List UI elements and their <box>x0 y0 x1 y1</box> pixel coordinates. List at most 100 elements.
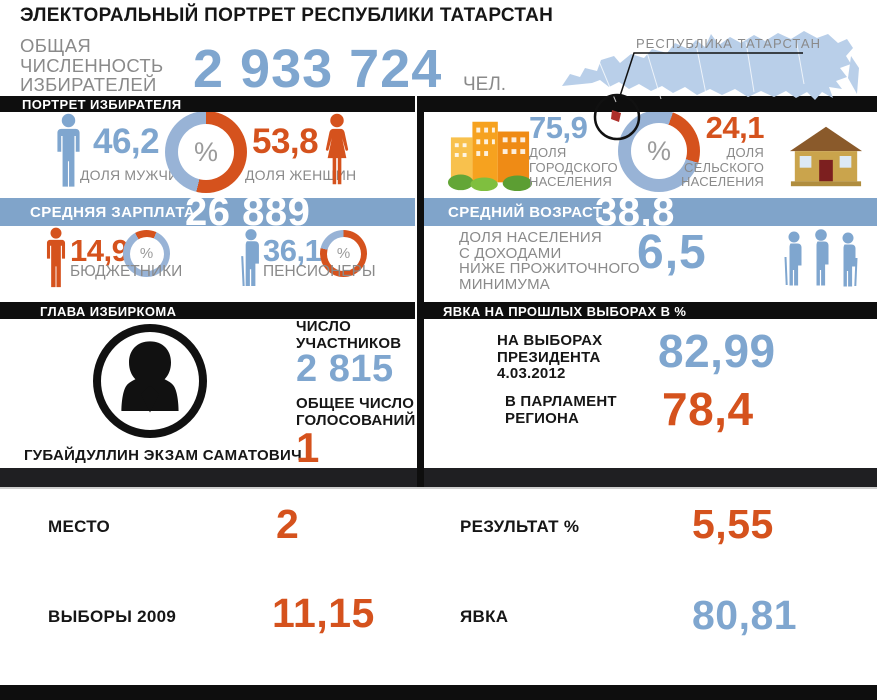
city-buildings-icon <box>447 117 533 191</box>
men-share-label: ДОЛЯ МУЖЧИН <box>80 167 189 183</box>
urban-label-line2: ГОРОДСКОГО <box>529 159 618 175</box>
portrait-header-bar-right <box>424 96 877 112</box>
women-share-label: ДОЛЯ ЖЕНЩИН <box>245 167 357 183</box>
parliament-label-line2: РЕГИОНА <box>505 409 580 427</box>
elections2009-value: 11,15 <box>272 590 375 636</box>
total-voters-value: 2 933 724 <box>193 39 443 99</box>
poverty-label-line4: МИНИМУМА <box>459 275 551 293</box>
map-label: РЕСПУБЛИКА ТАТАРСТАН <box>636 36 821 51</box>
gender-donut-chart: % <box>165 111 247 193</box>
place-label: МЕСТО <box>48 517 111 536</box>
pensioner-icon <box>237 227 265 289</box>
rural-label-line3: НАСЕЛЕНИЯ <box>681 174 764 189</box>
map-callout-line <box>619 52 803 97</box>
elderly-group-icon <box>782 228 862 288</box>
poverty-label-line1: ДОЛЯ НАСЕЛЕНИЯ <box>459 229 602 246</box>
result-label: РЕЗУЛЬТАТ % <box>460 517 580 536</box>
budget-share-label: БЮДЖЕТНИКИ <box>70 263 183 280</box>
gender-percent-sign: % <box>193 136 218 167</box>
age-label: СРЕДНИЙ ВОЗРАСТ <box>448 204 603 221</box>
chief-name: ГУБАЙДУЛЛИН ЭКЗАМ САМАТОВИЧ <box>24 447 302 464</box>
russia-landmass-shape <box>562 31 853 100</box>
salary-value: 26 889 <box>185 190 311 234</box>
parliament-turnout-value: 78,4 <box>662 383 754 435</box>
elections2009-label: ВЫБОРЫ 2009 <box>48 607 177 626</box>
turnout-header-label: ЯВКА НА ПРОШЛЫХ ВЫБОРАХ В % <box>443 304 687 319</box>
votes-value: 1 <box>296 424 320 471</box>
participants-label-line2: УЧАСТНИКОВ <box>296 334 402 352</box>
total-voters-label-line2: ЧИСЛЕННОСТЬ <box>20 54 164 76</box>
women-share-value: 53,8 <box>252 122 319 161</box>
center-divider <box>417 96 424 487</box>
participants-label: ЧИСЛО УЧАСТНИКОВ <box>296 318 402 352</box>
result-value: 5,55 <box>692 501 774 547</box>
rural-share-value: 24,1 <box>705 110 765 145</box>
parliament-turnout-label: В ПАРЛАМЕНТ РЕГИОНА <box>505 393 617 427</box>
urban-rural-donut-hole: % <box>631 123 687 179</box>
turnout-header-bar: ЯВКА НА ПРОШЛЫХ ВЫБОРАХ В % <box>424 302 877 319</box>
president-turnout-label: НА ВЫБОРАХ ПРЕЗИДЕНТА 4.03.2012 <box>497 332 603 383</box>
urban-rural-donut-chart: % <box>618 110 700 192</box>
age-value: 38,8 <box>595 190 675 234</box>
votes-label-line1: ОБЩЕЕ ЧИСЛО <box>296 395 415 412</box>
urban-share-value: 75,9 <box>529 110 588 145</box>
total-voters-label: ОБЩАЯ ЧИСЛЕННОСТЬ ИЗБИРАТЕЛЕЙ <box>20 36 163 95</box>
region-borders-lines <box>595 38 805 103</box>
section-separator-band <box>0 468 877 487</box>
age-bar: СРЕДНИЙ ВОЗРАСТ <box>424 198 877 226</box>
gender-donut-hole: % <box>178 124 234 180</box>
russia-map-icon: РЕСПУБЛИКА ТАТАРСТАН <box>556 22 876 142</box>
total-voters-unit: ЧЕЛ. <box>463 74 507 95</box>
salary-label: СРЕДНЯЯ ЗАРПЛАТА <box>30 204 196 221</box>
men-share-value: 46,2 <box>93 122 160 161</box>
budget-percent-sign: % <box>139 245 154 262</box>
turnout2009-value: 80,81 <box>692 592 798 638</box>
turnout2009-label: ЯВКА <box>460 607 509 626</box>
place-value: 2 <box>276 501 299 547</box>
budget-ring-chart: % <box>123 230 170 277</box>
budget-ring-hole: % <box>129 236 164 271</box>
village-house-icon <box>788 124 864 188</box>
total-voters-label-line3: ИЗБИРАТЕЛЕЙ <box>20 74 157 95</box>
female-silhouette-icon <box>317 113 357 189</box>
rural-label-line2: СЕЛЬСКОГО <box>684 159 764 175</box>
poverty-label: ДОЛЯ НАСЕЛЕНИЯ С ДОХОДАМИ НИЖЕ ПРОЖИТОЧН… <box>459 230 640 292</box>
poverty-label-line2: С ДОХОДАМИ <box>459 244 562 262</box>
votes-label-line2: ГОЛОСОВАНИЙ <box>296 411 416 429</box>
urban-label-line3: НАСЕЛЕНИЯ <box>529 174 612 189</box>
participants-value: 2 815 <box>296 348 394 390</box>
tatarstan-region-shape <box>611 110 621 122</box>
urban-rural-percent-sign: % <box>646 135 671 166</box>
commission-header-label: ГЛАВА ИЗБИРКОМА <box>40 304 177 319</box>
parliament-label-line1: В ПАРЛАМЕНТ <box>505 393 617 410</box>
kamchatka-shape <box>848 56 859 94</box>
chief-portrait-silhouette-icon <box>93 324 207 438</box>
pensioners-ring-hole: % <box>326 236 361 271</box>
commission-header-bar: ГЛАВА ИЗБИРКОМА <box>0 302 415 319</box>
president-label-line3: 4.03.2012 <box>497 365 566 382</box>
page-title: ЭЛЕКТОРАЛЬНЫЙ ПОРТРЕТ РЕСПУБЛИКИ ТАТАРСТ… <box>20 5 554 26</box>
budget-share-value: 14,9 <box>70 233 129 268</box>
footer-bar <box>0 685 877 700</box>
president-turnout-value: 82,99 <box>658 325 776 377</box>
votes-label: ОБЩЕЕ ЧИСЛО ГОЛОСОВАНИЙ <box>296 395 416 429</box>
portrait-header-bar: ПОРТРЕТ ИЗБИРАТЕЛЯ <box>0 96 415 112</box>
president-label-line2: ПРЕЗИДЕНТА <box>497 348 601 366</box>
portrait-header-label: ПОРТРЕТ ИЗБИРАТЕЛЯ <box>22 97 182 112</box>
poverty-value: 6,5 <box>637 226 707 279</box>
urban-share-label: ДОЛЯ ГОРОДСКОГО НАСЕЛЕНИЯ <box>529 145 618 190</box>
separator-underline <box>0 487 877 489</box>
tatarstan-marker-circle <box>593 93 641 141</box>
male-silhouette-icon <box>50 113 87 189</box>
pensioners-share-value: 36,1 <box>263 233 322 268</box>
rural-share-label: ДОЛЯ СЕЛЬСКОГО НАСЕЛЕНИЯ <box>660 145 764 190</box>
pensioners-percent-sign: % <box>336 245 351 262</box>
president-label-line1: НА ВЫБОРАХ <box>497 332 603 349</box>
total-voters-label-line1: ОБЩАЯ <box>20 35 92 56</box>
participants-label-line1: ЧИСЛО <box>296 318 351 335</box>
salary-bar: СРЕДНЯЯ ЗАРПЛАТА <box>0 198 415 226</box>
pensioners-share-label: ПЕНСИОНЕРЫ <box>263 263 376 280</box>
budget-worker-icon <box>42 227 70 289</box>
urban-label-line1: ДОЛЯ <box>529 145 567 160</box>
